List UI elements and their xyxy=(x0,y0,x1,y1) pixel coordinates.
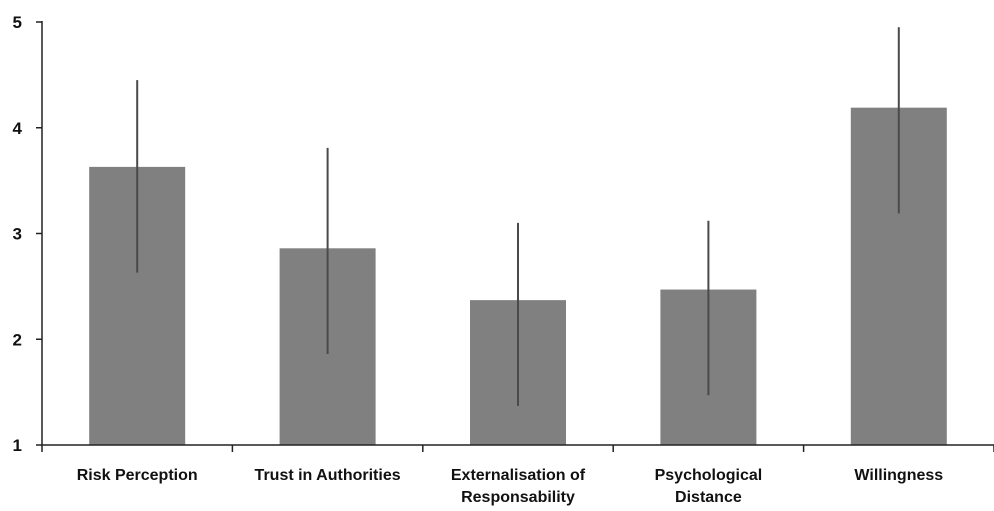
y-ticks-group: 1 2 3 4 5 xyxy=(13,13,42,455)
x-label-1-line-0: Trust in Authorities xyxy=(255,467,401,484)
x-label-0-line-0: Risk Perception xyxy=(77,467,198,484)
x-label-2-line-1: Responsability xyxy=(461,489,575,506)
y-tick-label-3: 4 xyxy=(13,119,23,138)
y-tick-label-4: 5 xyxy=(13,13,22,32)
error-bars-group xyxy=(136,27,900,406)
y-tick-label-1: 2 xyxy=(13,330,22,349)
x-labels-group: Risk Perception Trust in Authorities Exter… xyxy=(77,467,944,506)
y-tick-label-2: 3 xyxy=(13,225,22,244)
x-label-3-line-1: Distance xyxy=(675,489,742,506)
y-tick-label-0: 1 xyxy=(13,436,22,455)
x-label-3-line-0: Psychological xyxy=(655,467,763,484)
x-label-4-line-0: Willingness xyxy=(854,467,943,484)
x-label-2-line-0: Externalisation of xyxy=(451,467,586,484)
